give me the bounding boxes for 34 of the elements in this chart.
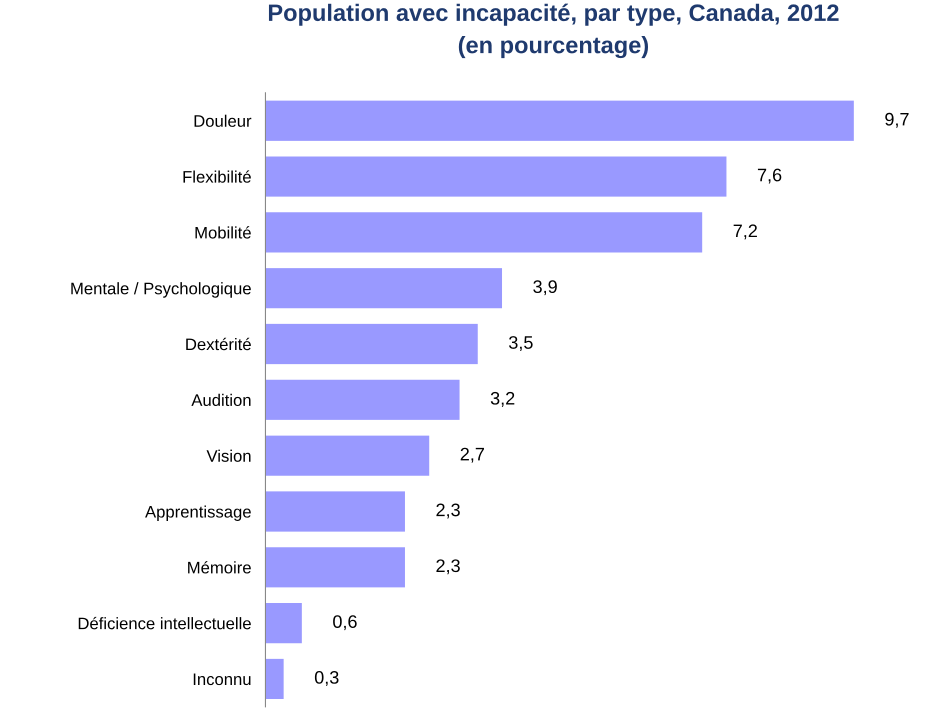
data-label: 0,6: [333, 615, 357, 630]
data-label: 7,2: [734, 224, 757, 240]
data-label: 3,5: [509, 336, 533, 351]
y-tick-label: Apprentissage: [145, 505, 251, 521]
bar: [265, 603, 302, 644]
bar: [265, 547, 405, 588]
chart-title: Population avec incapacité, par type, Canada, 2012 (en pourcentage): [268, 4, 839, 58]
y-tick-label: Inconnu: [194, 674, 250, 686]
y-tick-label: Dextérité: [186, 338, 251, 350]
bar: [265, 491, 405, 532]
data-label: 3,2: [490, 392, 514, 407]
data-label: 9,7: [885, 112, 909, 128]
data-label: 3,9: [533, 280, 557, 296]
y-tick-label: Vision: [206, 450, 250, 462]
y-tick-label: Déficience intellectuelle: [78, 616, 251, 630]
bar: [265, 658, 284, 700]
y-tick-label: Mémoire: [188, 561, 251, 574]
data-label: 0,3: [314, 671, 339, 686]
data-label: 7,6: [758, 168, 782, 184]
y-tick-label: Audition: [191, 394, 250, 406]
bar: [265, 436, 430, 476]
data-label: 2,7: [460, 448, 484, 463]
y-tick-label: Flexibilité: [183, 170, 251, 183]
data-label: 2,3: [436, 559, 460, 574]
bar: [265, 380, 460, 420]
bar: [265, 156, 726, 197]
bar: [265, 100, 854, 141]
y-tick-label: Mentale / Psychologique: [71, 282, 251, 298]
y-tick-label: Douleur: [194, 114, 252, 127]
bar: [265, 324, 478, 364]
bar: [265, 268, 502, 308]
data-label: 2,3: [436, 504, 460, 518]
bar: [265, 212, 702, 252]
y-tick-label: Mobilité: [196, 226, 251, 239]
